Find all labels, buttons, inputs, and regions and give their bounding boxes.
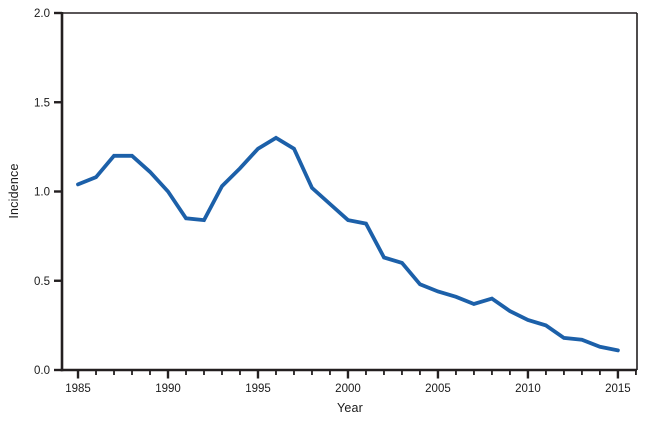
y-tick-label: 0.0 — [34, 365, 50, 377]
x-tick-label: 2010 — [515, 383, 541, 395]
x-tick-label: 2005 — [425, 383, 451, 395]
y-tick-label: 0.5 — [34, 276, 50, 288]
y-tick-label: 2.0 — [34, 8, 50, 20]
y-axis-title: Incidence — [7, 163, 21, 219]
x-tick-label: 2000 — [335, 383, 361, 395]
x-tick-label: 2015 — [605, 383, 631, 395]
y-tick-label: 1.0 — [34, 187, 50, 199]
y-tick-label: 1.5 — [34, 97, 50, 109]
x-tick-label: 1995 — [245, 383, 271, 395]
x-tick-label: 1990 — [155, 383, 181, 395]
x-tick-label: 1985 — [65, 383, 91, 395]
x-axis-title: Year — [336, 401, 364, 415]
incidence-data-line — [76, 135, 620, 353]
